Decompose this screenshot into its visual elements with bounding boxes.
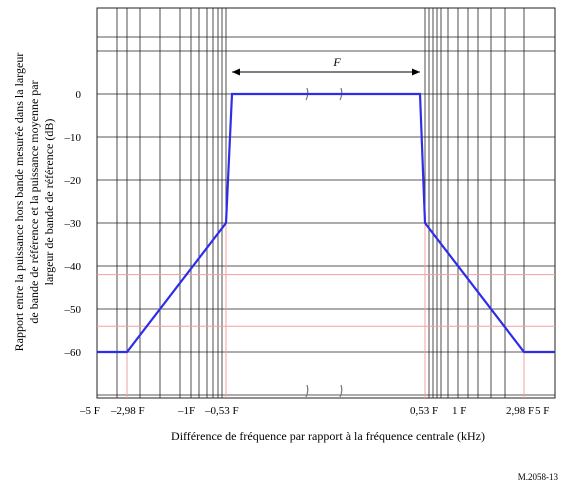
plot-area (96, 7, 556, 399)
y-tick-label: –20 (64, 175, 82, 187)
figure-id: M.2058-13 (518, 472, 559, 482)
y-axis-label-line: Rapport entre la puissance hors bande me… (12, 53, 26, 352)
horizontal-gridlines (97, 36, 555, 396)
reference-lines (97, 223, 555, 398)
bandwidth-label: F (332, 55, 341, 69)
y-axis-label-line: de bande de référence et la puissance mo… (27, 80, 41, 323)
y-tick-label: –50 (64, 304, 82, 316)
x-tick-label: –2,98 F (110, 405, 145, 417)
arrow-right-head (412, 68, 420, 76)
x-tick-label: –5 F (79, 405, 100, 417)
y-axis-label-line: largeur de bande de référence (dB) (42, 119, 56, 286)
mask-series-line (97, 92, 555, 354)
y-tick-label: –60 (64, 347, 82, 359)
y-tick-label: 0 (76, 89, 82, 101)
x-tick-label: 0,53 F (410, 405, 438, 417)
break-mark (305, 384, 309, 398)
x-tick-label: 2,98 F (506, 405, 534, 417)
x-tick-label: –0,53 F (204, 405, 239, 417)
bandwidth-annotation: F (232, 55, 420, 76)
y-tick-label: –40 (64, 261, 82, 273)
y-axis-label: Rapport entre la puissance hors bande me… (12, 53, 56, 352)
axis-break-marks (305, 87, 343, 398)
x-tick-label: 5 F (535, 405, 549, 417)
arrow-left-head (232, 68, 240, 76)
x-tick-label: –1F (177, 405, 195, 417)
x-tick-labels: –5 F –2,98 F –1F –0,53 F 0,53 F 1 F 2,98… (79, 405, 549, 417)
x-tick-label: 1 F (452, 405, 466, 417)
y-tick-labels: 0 –10 –20 –30 –40 –50 –60 (64, 89, 82, 359)
break-mark (339, 384, 343, 398)
y-tick-label: –10 (64, 132, 82, 144)
y-tick-label: –30 (64, 218, 82, 230)
x-axis-label: Différence de fréquence par rapport à la… (171, 429, 485, 443)
